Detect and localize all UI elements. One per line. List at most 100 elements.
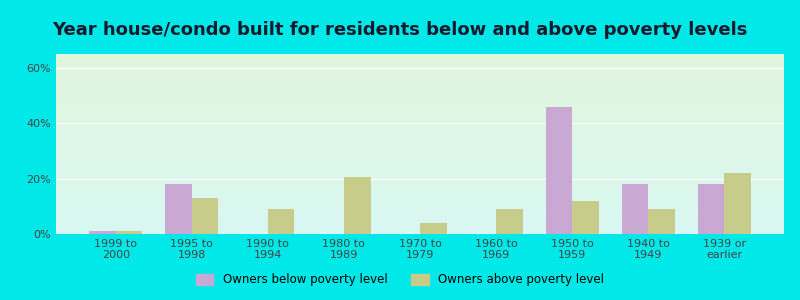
Bar bbox=[56, 162, 784, 164]
Bar bbox=[56, 76, 784, 77]
Bar bbox=[56, 230, 784, 232]
Bar bbox=[56, 117, 784, 119]
Bar bbox=[56, 142, 784, 144]
Bar bbox=[56, 54, 784, 56]
Bar bbox=[724, 173, 751, 234]
Bar bbox=[56, 157, 784, 158]
Bar bbox=[56, 124, 784, 126]
Bar bbox=[56, 63, 784, 65]
Bar bbox=[56, 198, 784, 200]
Bar bbox=[56, 178, 784, 180]
Bar bbox=[56, 189, 784, 191]
Bar bbox=[56, 137, 784, 139]
Bar bbox=[546, 106, 572, 234]
Bar bbox=[56, 131, 784, 133]
Bar bbox=[56, 95, 784, 97]
Bar bbox=[56, 128, 784, 130]
Bar bbox=[56, 169, 784, 171]
Bar bbox=[56, 220, 784, 221]
Bar bbox=[56, 158, 784, 160]
Bar bbox=[56, 65, 784, 67]
Bar bbox=[56, 225, 784, 227]
Bar bbox=[56, 180, 784, 182]
Bar bbox=[56, 176, 784, 178]
Bar bbox=[56, 90, 784, 92]
Bar bbox=[56, 59, 784, 61]
Legend: Owners below poverty level, Owners above poverty level: Owners below poverty level, Owners above… bbox=[191, 269, 609, 291]
Bar bbox=[56, 83, 784, 85]
Text: Year house/condo built for residents below and above poverty levels: Year house/condo built for residents bel… bbox=[52, 21, 748, 39]
Bar bbox=[56, 81, 784, 83]
Bar bbox=[56, 106, 784, 108]
Bar bbox=[56, 185, 784, 187]
Bar bbox=[56, 72, 784, 74]
Bar bbox=[56, 164, 784, 166]
Bar bbox=[56, 133, 784, 135]
Bar bbox=[56, 202, 784, 203]
Bar bbox=[56, 92, 784, 94]
Bar bbox=[698, 184, 724, 234]
Bar bbox=[56, 212, 784, 214]
Bar bbox=[56, 56, 784, 58]
Bar bbox=[56, 94, 784, 95]
Bar bbox=[56, 171, 784, 173]
Bar bbox=[56, 119, 784, 121]
Bar bbox=[56, 115, 784, 117]
Bar bbox=[622, 184, 648, 234]
Bar bbox=[56, 122, 784, 124]
Bar bbox=[56, 232, 784, 234]
Bar bbox=[56, 209, 784, 211]
Bar bbox=[56, 229, 784, 230]
Bar bbox=[56, 121, 784, 122]
Bar bbox=[56, 86, 784, 88]
Bar bbox=[56, 146, 784, 148]
Bar bbox=[56, 135, 784, 137]
Bar bbox=[56, 211, 784, 212]
Bar bbox=[56, 191, 784, 193]
Bar bbox=[56, 200, 784, 202]
Bar bbox=[648, 209, 675, 234]
Bar bbox=[192, 198, 218, 234]
Bar bbox=[56, 104, 784, 106]
Bar bbox=[56, 182, 784, 184]
Bar bbox=[56, 175, 784, 176]
Bar bbox=[56, 216, 784, 218]
Bar bbox=[56, 218, 784, 220]
Bar bbox=[56, 144, 784, 146]
Bar bbox=[56, 97, 784, 99]
Bar bbox=[56, 58, 784, 59]
Bar bbox=[56, 207, 784, 209]
Bar bbox=[56, 139, 784, 140]
Bar bbox=[56, 140, 784, 142]
Bar bbox=[420, 223, 446, 234]
Bar bbox=[56, 148, 784, 149]
Bar bbox=[56, 99, 784, 101]
Bar bbox=[56, 153, 784, 155]
Bar bbox=[56, 108, 784, 110]
Bar bbox=[56, 79, 784, 81]
Bar bbox=[56, 61, 784, 63]
Bar bbox=[268, 209, 294, 234]
Bar bbox=[56, 173, 784, 175]
Bar bbox=[56, 205, 784, 207]
Bar bbox=[56, 214, 784, 216]
Bar bbox=[56, 155, 784, 157]
Bar bbox=[56, 160, 784, 162]
Bar bbox=[56, 77, 784, 79]
Bar bbox=[56, 74, 784, 76]
Bar bbox=[56, 70, 784, 72]
Bar bbox=[572, 201, 598, 234]
Bar bbox=[56, 68, 784, 70]
Bar bbox=[56, 167, 784, 169]
Bar bbox=[56, 85, 784, 86]
Bar bbox=[56, 221, 784, 223]
Bar bbox=[56, 184, 784, 185]
Bar bbox=[56, 193, 784, 194]
Bar bbox=[89, 231, 116, 234]
Bar bbox=[56, 149, 784, 151]
Bar bbox=[116, 231, 142, 234]
Bar bbox=[56, 67, 784, 68]
Bar bbox=[56, 166, 784, 167]
Bar bbox=[56, 227, 784, 229]
Bar bbox=[344, 177, 370, 234]
